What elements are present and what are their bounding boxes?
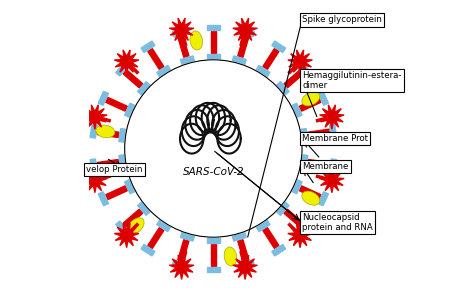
Polygon shape [256,65,270,77]
Polygon shape [210,31,216,53]
Polygon shape [256,220,270,232]
Polygon shape [308,129,329,138]
Text: SARS-CoV-2: SARS-CoV-2 [182,167,244,177]
Polygon shape [240,28,255,37]
Polygon shape [233,255,257,279]
Circle shape [125,60,302,237]
Polygon shape [263,49,279,69]
Text: Hemaggilutinin-estera-
dimer: Hemaggilutinin-estera- dimer [302,71,401,90]
Text: Nucleocapsid
protein and RNA: Nucleocapsid protein and RNA [302,213,373,232]
Polygon shape [299,221,311,234]
Polygon shape [82,105,107,129]
Ellipse shape [96,125,115,138]
Polygon shape [90,124,97,138]
Polygon shape [263,228,279,248]
Polygon shape [272,244,286,256]
Polygon shape [157,65,171,77]
Polygon shape [210,244,216,266]
Polygon shape [169,18,194,42]
Polygon shape [106,97,128,111]
Polygon shape [292,103,302,117]
Polygon shape [141,244,155,256]
Polygon shape [119,129,126,142]
Polygon shape [329,124,337,138]
Polygon shape [207,25,220,30]
Polygon shape [137,82,150,95]
Polygon shape [329,159,337,173]
Ellipse shape [190,31,202,50]
Text: Membrane: Membrane [302,162,348,171]
Polygon shape [232,56,246,65]
Polygon shape [98,192,109,206]
Text: velop Protein: velop Protein [86,165,143,174]
Circle shape [89,24,337,273]
Polygon shape [319,105,344,129]
Polygon shape [169,255,194,279]
Polygon shape [116,63,128,76]
Polygon shape [233,18,257,42]
Polygon shape [125,180,135,194]
Polygon shape [299,63,311,76]
Polygon shape [308,159,329,168]
Polygon shape [98,91,109,105]
Polygon shape [172,260,186,269]
Polygon shape [238,240,249,262]
Polygon shape [238,35,249,57]
Polygon shape [97,159,119,168]
Polygon shape [272,41,286,53]
Polygon shape [114,50,139,74]
Ellipse shape [128,218,144,234]
Polygon shape [178,240,189,262]
Polygon shape [114,223,139,248]
Polygon shape [90,159,97,173]
Polygon shape [157,220,171,232]
Polygon shape [288,223,312,248]
Polygon shape [292,180,302,194]
Polygon shape [232,232,246,241]
Polygon shape [318,91,328,105]
Polygon shape [301,155,308,168]
Polygon shape [137,202,150,215]
Polygon shape [141,41,155,53]
Text: Spike glycoprotein: Spike glycoprotein [302,15,382,24]
Text: Membrane Prot: Membrane Prot [302,134,368,143]
Polygon shape [207,267,220,272]
Polygon shape [123,70,143,88]
Polygon shape [301,129,308,142]
Polygon shape [178,35,189,57]
Polygon shape [284,209,303,227]
Polygon shape [181,56,194,65]
Polygon shape [207,238,220,243]
Polygon shape [97,129,119,138]
Polygon shape [300,186,321,200]
Polygon shape [148,49,164,69]
Polygon shape [181,232,194,241]
Polygon shape [172,28,186,37]
Polygon shape [106,186,128,200]
Polygon shape [207,54,220,59]
Ellipse shape [302,92,320,106]
Polygon shape [284,70,303,88]
Polygon shape [148,228,164,248]
Polygon shape [240,260,255,269]
Polygon shape [125,103,135,117]
Polygon shape [319,168,344,193]
Polygon shape [119,155,126,168]
Ellipse shape [302,191,320,205]
Polygon shape [123,209,143,227]
Ellipse shape [224,247,237,266]
Polygon shape [288,50,312,74]
Polygon shape [276,202,289,215]
Polygon shape [82,168,107,193]
Polygon shape [276,82,289,95]
Polygon shape [300,97,321,111]
Polygon shape [116,221,128,234]
Polygon shape [318,192,328,206]
